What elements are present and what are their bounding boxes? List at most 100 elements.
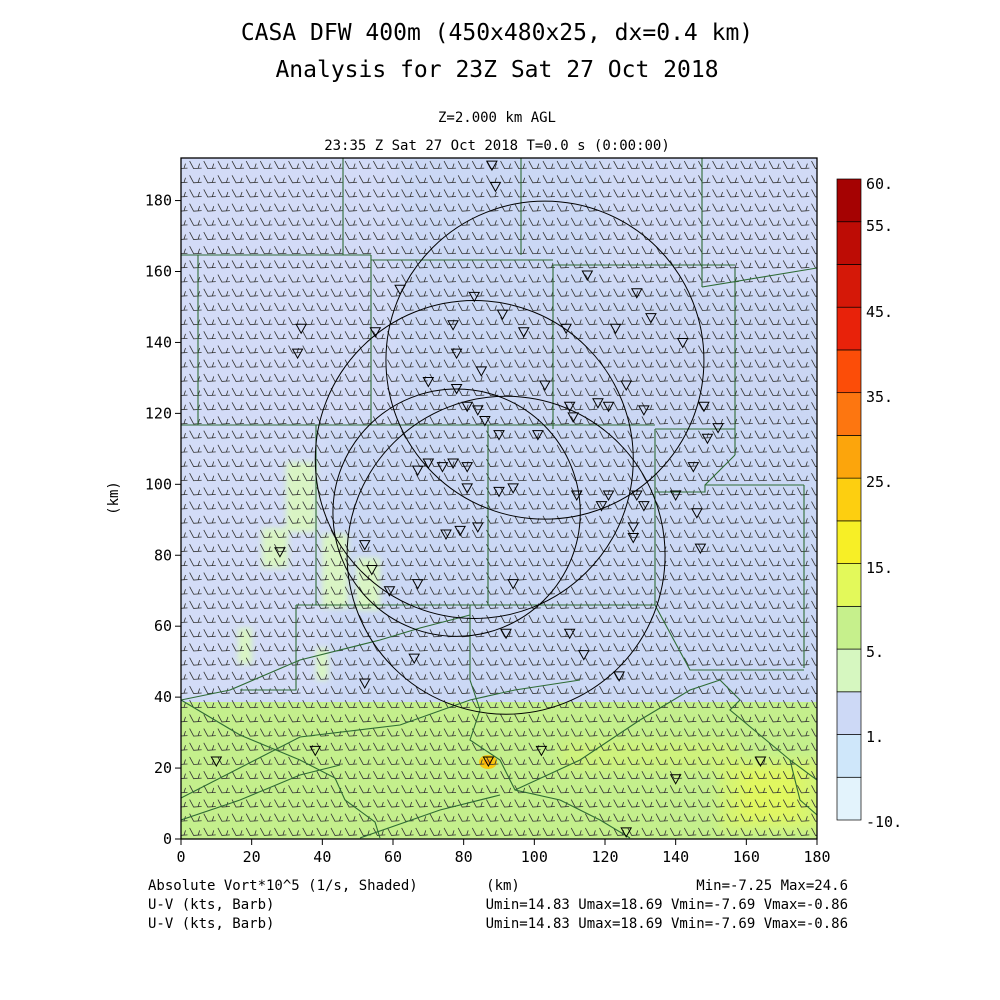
colorbar-segment xyxy=(836,435,862,479)
station-marker xyxy=(563,401,576,413)
wind-stats-1: Umin=14.83 Umax=18.69 Vmin=-7.69 Vmax=-0… xyxy=(486,897,848,913)
station-marker xyxy=(422,376,435,388)
station-marker xyxy=(461,483,474,494)
x-tick-label: 140 xyxy=(662,848,689,866)
x-tick-label: 0 xyxy=(176,848,185,866)
radar-ring-2 xyxy=(385,200,705,520)
station-marker xyxy=(274,547,286,558)
colorbar-segment xyxy=(836,648,862,693)
colorbar-segment xyxy=(836,392,862,436)
station-marker xyxy=(486,160,498,172)
x-axis: 0 20 40 60 80 100 120 140 160 180 xyxy=(176,839,831,866)
colorbar-segment xyxy=(836,306,862,351)
station-marker xyxy=(471,522,484,533)
x-tick-label: 120 xyxy=(591,848,618,866)
y-tick-label: 60 xyxy=(154,617,172,635)
station-marker xyxy=(507,483,519,494)
station-marker xyxy=(669,774,682,785)
radar-ring-4 xyxy=(346,395,666,715)
colorbar-label: 1. xyxy=(866,728,884,746)
station-marker xyxy=(669,490,682,501)
county-boundaries xyxy=(181,158,817,839)
station-marker xyxy=(450,384,463,395)
station-marker xyxy=(620,827,633,838)
x-tick-label: 40 xyxy=(313,848,331,866)
y-tick-label: 40 xyxy=(154,688,172,706)
station-markers xyxy=(210,160,767,838)
y-tick-label: 0 xyxy=(163,830,172,848)
field-label: Absolute Vort*10^5 (1/s, Shaded) xyxy=(148,878,418,894)
chart-title-line2: Analysis for 23Z Sat 27 Oct 2018 xyxy=(275,57,718,83)
colorbar-label: 35. xyxy=(866,388,893,406)
colorbar-label: 15. xyxy=(866,559,893,577)
station-marker xyxy=(560,323,572,335)
y-tick-label: 120 xyxy=(145,404,172,422)
colorbar-segment xyxy=(836,776,862,821)
plot-area xyxy=(181,158,817,839)
station-marker xyxy=(630,490,643,501)
colorbar-segment xyxy=(836,221,862,265)
wind-barb-field xyxy=(181,160,817,836)
station-marker xyxy=(694,543,707,555)
station-marker xyxy=(447,320,459,331)
station-marker xyxy=(408,653,421,665)
colorbar-segment xyxy=(836,605,862,650)
station-marker xyxy=(570,490,583,501)
station-marker xyxy=(539,380,551,392)
station-marker xyxy=(479,415,491,427)
station-marker xyxy=(507,579,519,590)
y-axis-label: (km) xyxy=(106,481,122,515)
station-marker xyxy=(602,490,615,501)
station-marker xyxy=(440,529,452,540)
colorbar-segment xyxy=(836,349,862,394)
chart-title-line1: CASA DFW 400m (450x480x25, dx=0.4 km) xyxy=(241,20,753,46)
x-tick-label: 160 xyxy=(733,848,760,866)
station-marker xyxy=(295,323,307,335)
x-tick-label: 100 xyxy=(521,848,548,866)
station-marker xyxy=(712,423,724,434)
station-marker xyxy=(394,284,406,296)
station-marker xyxy=(493,430,505,441)
station-marker xyxy=(411,579,424,590)
station-marker xyxy=(645,313,657,324)
station-marker xyxy=(489,181,502,193)
station-marker xyxy=(365,564,378,576)
x-tick-label: 20 xyxy=(243,848,261,866)
colorbar-label: -10. xyxy=(866,813,902,831)
station-marker xyxy=(454,525,466,537)
station-marker xyxy=(630,288,643,299)
station-marker xyxy=(210,756,223,767)
station-marker xyxy=(493,486,505,498)
station-marker xyxy=(595,501,608,512)
station-marker xyxy=(532,430,544,441)
station-marker xyxy=(691,508,703,519)
station-marker xyxy=(613,671,625,682)
level-label: Z=2.000 km AGL xyxy=(438,110,556,126)
station-marker xyxy=(411,465,424,477)
x-tick-label: 180 xyxy=(803,848,830,866)
station-marker xyxy=(468,291,481,303)
station-marker xyxy=(383,586,396,597)
colorbar-segment xyxy=(836,178,862,223)
x-axis-unit: (km) xyxy=(486,878,520,894)
station-marker xyxy=(676,337,689,349)
station-marker xyxy=(358,540,371,551)
y-tick-label: 80 xyxy=(154,546,172,564)
wind-stats-2: Umin=14.83 Umax=18.69 Vmin=-7.69 Vmax=-0… xyxy=(486,916,848,932)
colorbar-label: 55. xyxy=(866,217,893,235)
station-marker xyxy=(602,401,615,413)
station-marker xyxy=(475,366,488,377)
y-tick-label: 140 xyxy=(145,333,172,351)
colorbar-label: 25. xyxy=(866,473,893,491)
station-marker xyxy=(698,401,710,413)
station-marker xyxy=(369,327,382,338)
x-tick-label: 60 xyxy=(384,848,402,866)
colorbar: 60. 55. 45. 35. 25. 15. 5. 1. -10. xyxy=(836,175,902,831)
colorbar-label: 60. xyxy=(866,175,893,193)
station-marker xyxy=(471,405,484,416)
y-axis: 0 20 40 60 80 100 120 140 160 180 xyxy=(145,192,181,848)
wind-label-2: U-V (kts, Barb) xyxy=(148,916,274,932)
field-minmax: Min=-7.25 Max=24.6 xyxy=(696,878,848,894)
station-marker xyxy=(701,433,714,445)
